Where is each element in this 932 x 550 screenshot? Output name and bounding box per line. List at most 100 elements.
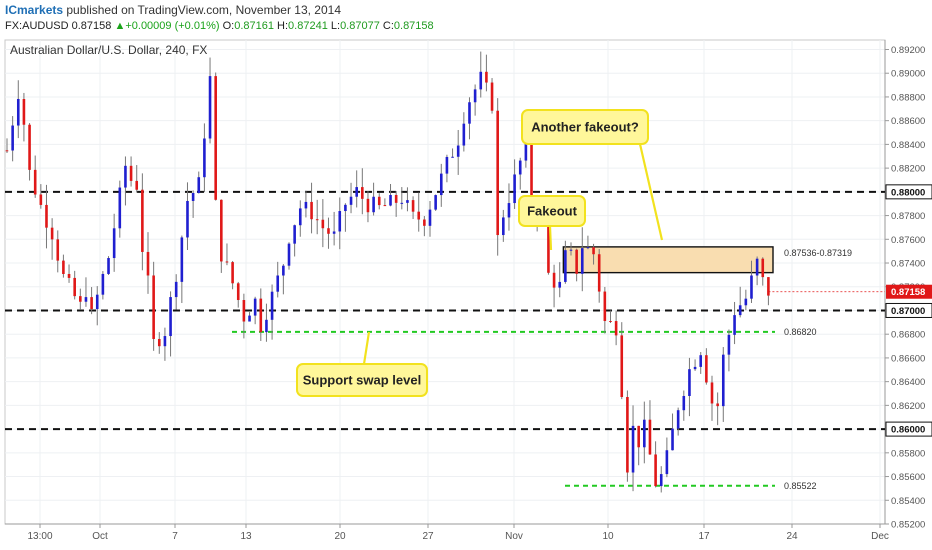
bullish-candle[interactable]: [101, 273, 105, 295]
bearish-candle[interactable]: [129, 165, 133, 181]
bearish-candle[interactable]: [710, 382, 714, 404]
bullish-candle[interactable]: [643, 419, 646, 448]
bearish-candle[interactable]: [327, 228, 330, 234]
bullish-candle[interactable]: [265, 319, 268, 333]
bearish-candle[interactable]: [90, 297, 93, 310]
bullish-candle[interactable]: [721, 354, 725, 407]
fakeout-callout[interactable]: Fakeout: [518, 195, 586, 251]
bullish-candle[interactable]: [727, 334, 731, 355]
bullish-candle[interactable]: [755, 258, 759, 276]
bullish-candle[interactable]: [84, 297, 88, 302]
bearish-candle[interactable]: [146, 251, 150, 276]
bearish-candle[interactable]: [716, 403, 719, 407]
bearish-candle[interactable]: [575, 249, 578, 274]
bullish-candle[interactable]: [298, 208, 302, 226]
bearish-candle[interactable]: [152, 275, 155, 339]
bullish-candle[interactable]: [118, 187, 122, 229]
bullish-candle[interactable]: [682, 395, 686, 411]
bearish-candle[interactable]: [225, 261, 229, 263]
time-axis[interactable]: 13:00 Oct 7 13 20 27 Nov 10 17 24 Dec: [5, 523, 889, 542]
bearish-candle[interactable]: [135, 180, 139, 190]
bullish-candle[interactable]: [95, 294, 99, 310]
bullish-candle[interactable]: [693, 366, 697, 370]
bearish-candle[interactable]: [592, 247, 595, 255]
bearish-candle[interactable]: [67, 273, 71, 278]
bullish-candle[interactable]: [186, 200, 189, 238]
bearish-candle[interactable]: [767, 277, 770, 296]
bullish-candle[interactable]: [445, 156, 449, 174]
bearish-candle[interactable]: [597, 254, 601, 292]
callout-box[interactable]: [296, 363, 428, 397]
bearish-candle[interactable]: [547, 208, 550, 273]
bearish-candle[interactable]: [242, 300, 246, 322]
bearish-candle[interactable]: [705, 355, 708, 383]
bullish-candle[interactable]: [293, 225, 296, 244]
bullish-candle[interactable]: [733, 315, 736, 335]
bullish-candle[interactable]: [665, 450, 669, 475]
bearish-candle[interactable]: [761, 258, 765, 278]
bullish-candle[interactable]: [372, 196, 375, 213]
bearish-candle[interactable]: [620, 335, 624, 397]
bullish-candle[interactable]: [518, 160, 522, 175]
bearish-candle[interactable]: [530, 135, 533, 204]
bearish-candle[interactable]: [485, 71, 488, 83]
bearish-candle[interactable]: [411, 200, 415, 212]
bearish-candle[interactable]: [315, 219, 319, 221]
bearish-candle[interactable]: [39, 194, 43, 205]
bearish-candle[interactable]: [73, 277, 76, 297]
bullish-candle[interactable]: [287, 243, 291, 266]
bullish-candle[interactable]: [558, 281, 562, 288]
bullish-candle[interactable]: [282, 265, 285, 276]
bullish-candle[interactable]: [406, 200, 409, 203]
bearish-candle[interactable]: [626, 396, 629, 473]
bullish-candle[interactable]: [569, 249, 573, 251]
bearish-candle[interactable]: [417, 211, 421, 220]
bullish-candle[interactable]: [304, 201, 308, 209]
bearish-candle[interactable]: [383, 205, 387, 207]
bullish-candle[interactable]: [191, 193, 195, 201]
bullish-candle[interactable]: [502, 217, 505, 236]
bearish-candle[interactable]: [236, 283, 240, 301]
bearish-candle[interactable]: [62, 260, 65, 274]
symbol-label[interactable]: FX:AUDUSD: [5, 20, 69, 32]
bullish-candle[interactable]: [451, 156, 454, 158]
bullish-candle[interactable]: [203, 138, 206, 178]
bearish-candle[interactable]: [5, 150, 9, 152]
another-fakeout-callout[interactable]: Another fakeout?: [521, 109, 664, 241]
bullish-candle[interactable]: [338, 211, 342, 232]
bearish-candle[interactable]: [423, 219, 426, 226]
bullish-candle[interactable]: [671, 428, 674, 451]
bearish-candle[interactable]: [79, 296, 82, 302]
bullish-candle[interactable]: [169, 297, 172, 337]
bullish-candle[interactable]: [349, 196, 353, 205]
bearish-candle[interactable]: [648, 419, 652, 455]
bullish-candle[interactable]: [688, 369, 691, 396]
bullish-candle[interactable]: [580, 248, 584, 274]
bullish-candle[interactable]: [332, 231, 336, 234]
candlestick-series[interactable]: [5, 51, 770, 493]
bullish-candle[interactable]: [11, 125, 14, 151]
bullish-candle[interactable]: [163, 336, 167, 347]
bearish-candle[interactable]: [33, 169, 37, 195]
bullish-candle[interactable]: [699, 355, 703, 367]
bearish-candle[interactable]: [214, 76, 217, 200]
bearish-candle[interactable]: [321, 219, 325, 229]
bullish-candle[interactable]: [586, 247, 590, 249]
bearish-candle[interactable]: [231, 262, 234, 284]
bullish-candle[interactable]: [439, 173, 443, 196]
bullish-candle[interactable]: [428, 209, 432, 226]
bearish-candle[interactable]: [22, 99, 26, 125]
bullish-candle[interactable]: [208, 76, 212, 139]
bullish-candle[interactable]: [479, 71, 483, 90]
bullish-candle[interactable]: [253, 298, 257, 316]
bullish-candle[interactable]: [473, 89, 477, 103]
bullish-candle[interactable]: [248, 315, 251, 322]
bullish-candle[interactable]: [344, 204, 347, 212]
support-swap-level-callout[interactable]: Support swap level: [296, 331, 428, 397]
bullish-candle[interactable]: [462, 123, 466, 146]
bullish-candle[interactable]: [400, 202, 404, 204]
callout-box[interactable]: [521, 109, 649, 145]
chart-annotations[interactable]: Another fakeout? Fakeout Support swap leve…: [296, 109, 664, 397]
bearish-candle[interactable]: [45, 204, 48, 228]
bullish-candle[interactable]: [124, 165, 127, 188]
